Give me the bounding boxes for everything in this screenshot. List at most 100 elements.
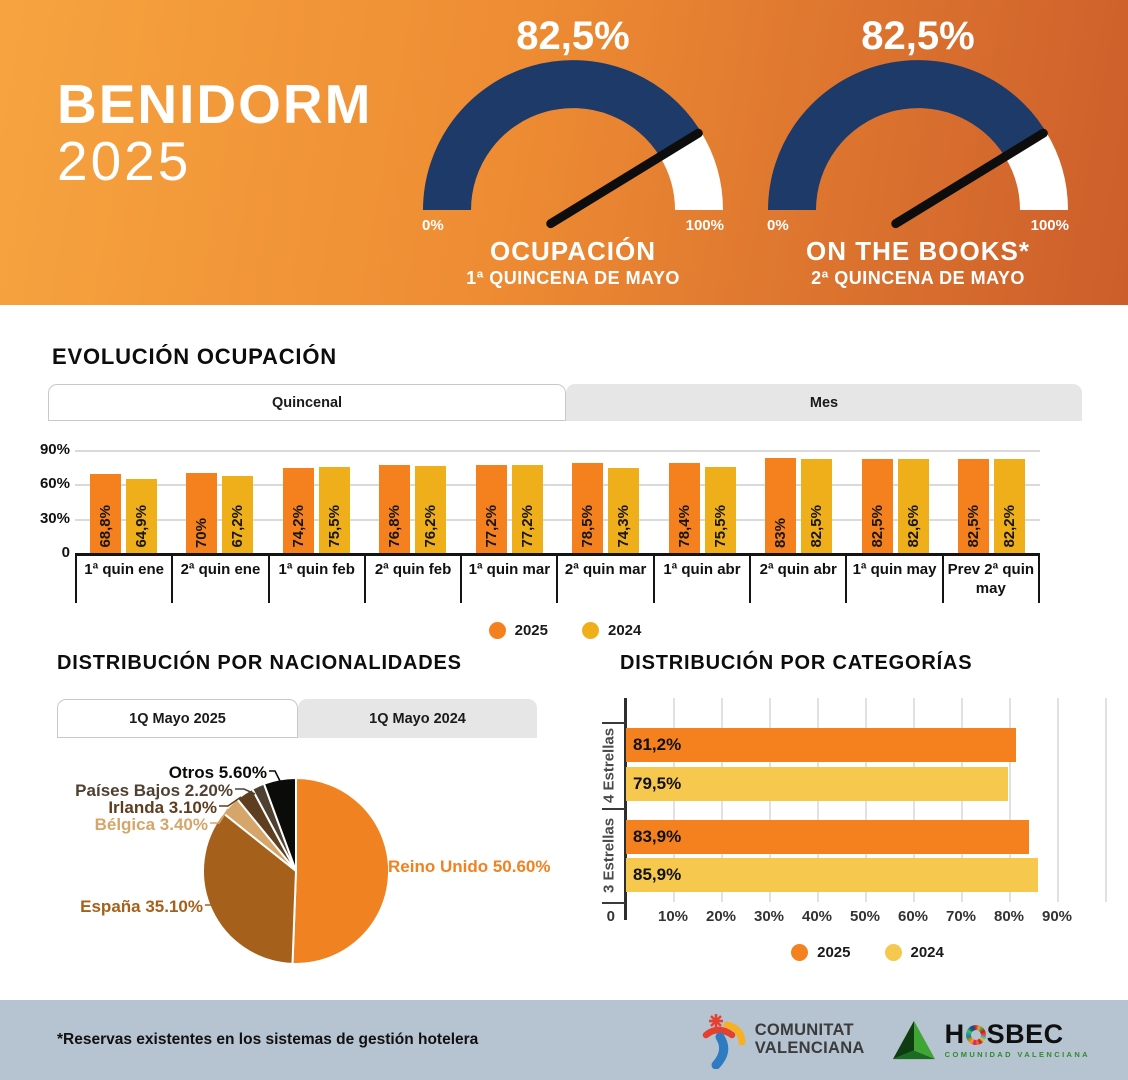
evolution-bar-2024: 76,2%	[415, 465, 447, 553]
evolution-category-label: 2ª quin ene	[171, 556, 267, 603]
gauge-max-label: 100%	[1030, 217, 1069, 234]
bar-value-label: 77,2%	[482, 505, 500, 548]
pie-slice-1	[202, 811, 298, 965]
pie-slice-0	[291, 776, 391, 965]
evolution-group-5: 77,2% 77,2%	[461, 450, 558, 553]
evolution-bar-2025: 78,5%	[572, 463, 604, 553]
bar-value-label: 64,9%	[132, 505, 150, 548]
gauge-needle	[891, 128, 1048, 229]
evolution-ytick: 30%	[39, 509, 70, 527]
legend-label-2024: 2024	[910, 943, 944, 961]
evolution-bar-2025: 70%	[186, 472, 218, 553]
evolution-tabs: Quincenal Mes	[48, 384, 1082, 421]
evolution-category-label: 2ª quin feb	[363, 556, 460, 603]
legend-item-2025: 2025	[791, 943, 851, 961]
legend-dot-2024	[582, 621, 599, 639]
evolution-section-title: EVOLUCIÓN OCUPACIÓN	[52, 344, 337, 369]
evolution-group-1: 68,8% 64,9%	[75, 450, 172, 553]
evolution-bar-2024: 82,5%	[801, 458, 833, 553]
evolution-group-9: 82,5% 82,6%	[847, 450, 944, 553]
brand-line2: 2025	[57, 130, 192, 193]
evolution-bar-2025: 74,2%	[282, 468, 314, 553]
evolution-group-7: 78,4% 75,5%	[654, 450, 751, 553]
categories-xtick: 90%	[1041, 908, 1073, 925]
cv-line2: VALENCIANA	[754, 1039, 865, 1057]
bar-value-label: 83,9%	[633, 827, 682, 846]
legend-item-2024: 2024	[582, 621, 642, 639]
evolution-bar-2024: 77,2%	[511, 464, 543, 553]
cv-line1: COMUNITAT	[754, 1021, 854, 1040]
gauge-scale: 0% 100%	[420, 217, 726, 234]
bar-value-label: 74,2%	[289, 505, 307, 548]
categories-xtick: 20%	[705, 908, 737, 925]
comunitat-valenciana-wordmark: COMUNITAT VALENCIANA	[754, 1021, 865, 1058]
categories-group-label: 3 Estrellas	[600, 817, 618, 893]
evolution-group-6: 78,5% 74,3%	[558, 450, 655, 553]
categories-xtick: 30%	[753, 908, 785, 925]
evolution-bar-2025: 68,8%	[89, 474, 121, 553]
bar-value-label: 76,2%	[422, 505, 440, 548]
bar-value-label: 75,5%	[711, 505, 729, 548]
nationalities-tabs: 1Q Mayo 2025 1Q Mayo 2024	[57, 699, 537, 738]
categories-xtick: 60%	[897, 908, 929, 925]
gauge-title: OCUPACIÓN	[490, 236, 656, 266]
gauge-on-the-books: 82,5% 0% 100% ON THE BOOKS* 2ª QUINCENA …	[765, 14, 1071, 289]
categories-axis-tick	[602, 722, 625, 724]
pie-label-irlanda: Irlanda 3.10%	[108, 798, 217, 817]
gridline-60%	[75, 484, 1040, 487]
categories-xtick: 40%	[801, 908, 833, 925]
bar-value-label: 82,5%	[868, 505, 886, 548]
evolution-category-label: 1ª quin may	[845, 556, 941, 603]
brand-line1: BENIDORM	[57, 73, 373, 135]
categories-xtick: 10%	[657, 908, 689, 925]
bar-value-label: 78,4%	[675, 505, 693, 548]
footer: *Reservas existentes en los sistemas de …	[0, 1000, 1128, 1080]
evolution-category-label: 2ª quin mar	[556, 556, 652, 603]
categories-bar-chart: 4 Estrellas 3 Estrellas 81,2% 83,9% 79,5% 85,…	[601, 698, 1110, 925]
pie-slices	[202, 776, 391, 965]
tab-mes[interactable]: Mes	[566, 384, 1082, 421]
evolution-bar-2025: 82,5%	[958, 458, 990, 553]
legend-label-2024: 2024	[608, 621, 642, 639]
tab-quincenal[interactable]: Quincenal	[48, 384, 566, 421]
evolution-bar-2024: 82,2%	[994, 458, 1026, 553]
gauge-value: 82,5%	[516, 14, 630, 58]
nationalities-pie-chart: Reino Unido 50.60% España 35.10% Bélgica…	[48, 745, 568, 985]
gauge-scale: 0% 100%	[765, 217, 1071, 234]
evolution-bar-2025: 76,8%	[379, 465, 411, 553]
evolution-bar-chart: 68,8% 64,9% 70% 67,2% 74,2% 75,5% 76,8% 76,2% 77…	[75, 450, 1040, 556]
legend-dot-2025	[488, 621, 506, 639]
evolution-ytick: 90%	[39, 441, 70, 458]
evolution-bar-2025: 78,4%	[668, 463, 700, 553]
categories-bar-2025-3-estrellas: 83,9%	[626, 820, 1029, 854]
bar-value-label: 74,3%	[615, 505, 633, 548]
gauge-arc	[768, 60, 1068, 229]
bar-value-label: 77,2%	[518, 505, 536, 548]
tab-1q-mayo-2025[interactable]: 1Q Mayo 2025	[57, 699, 298, 738]
categories-y-axis-line	[624, 698, 627, 920]
gridline-90%	[75, 450, 1040, 452]
evolution-bars: 68,8% 64,9% 70% 67,2% 74,2% 75,5% 76,8% 76,2% 77…	[75, 450, 1040, 553]
tab-1q-mayo-2024[interactable]: 1Q Mayo 2024	[298, 699, 537, 738]
legend-dot-2025	[791, 943, 809, 961]
legend-label-2025: 2025	[817, 943, 851, 961]
pie-label-reino-unido: Reino Unido 50.60%	[388, 857, 551, 876]
evolution-category-label: 1ª quin feb	[267, 556, 364, 603]
categories-axis-tick	[602, 902, 625, 904]
pie-label-otros: Otros 5.60%	[168, 763, 267, 782]
bar-value-label: 82,6%	[904, 505, 922, 548]
bar-value-label: 82,5%	[808, 505, 826, 548]
evolution-ytick: 60%	[39, 475, 70, 493]
bar-value-label: 82,5%	[965, 505, 983, 548]
hosbec-name-left: H	[944, 1019, 965, 1049]
categories-section-title: DISTRIBUCIÓN POR CATEGORÍAS	[620, 652, 973, 674]
evolution-bar-2024: 82,6%	[897, 458, 929, 553]
evolution-bar-2024: 75,5%	[318, 466, 350, 553]
evolution-group-2: 70% 67,2%	[172, 450, 269, 553]
header-banner: BENIDORM 2025 82,5% 0% 100% OCUPACIÓN 1ª…	[0, 0, 1128, 305]
categories-xtick: 0	[606, 908, 615, 925]
evolution-group-3: 74,2% 75,5%	[268, 450, 365, 553]
evolution-category-labels: 1ª quin ene 2ª quin ene 1ª quin feb 2ª quin…	[75, 556, 1040, 603]
gauge-subtitle: 1ª QUINCENA DE MAYO	[466, 268, 680, 288]
